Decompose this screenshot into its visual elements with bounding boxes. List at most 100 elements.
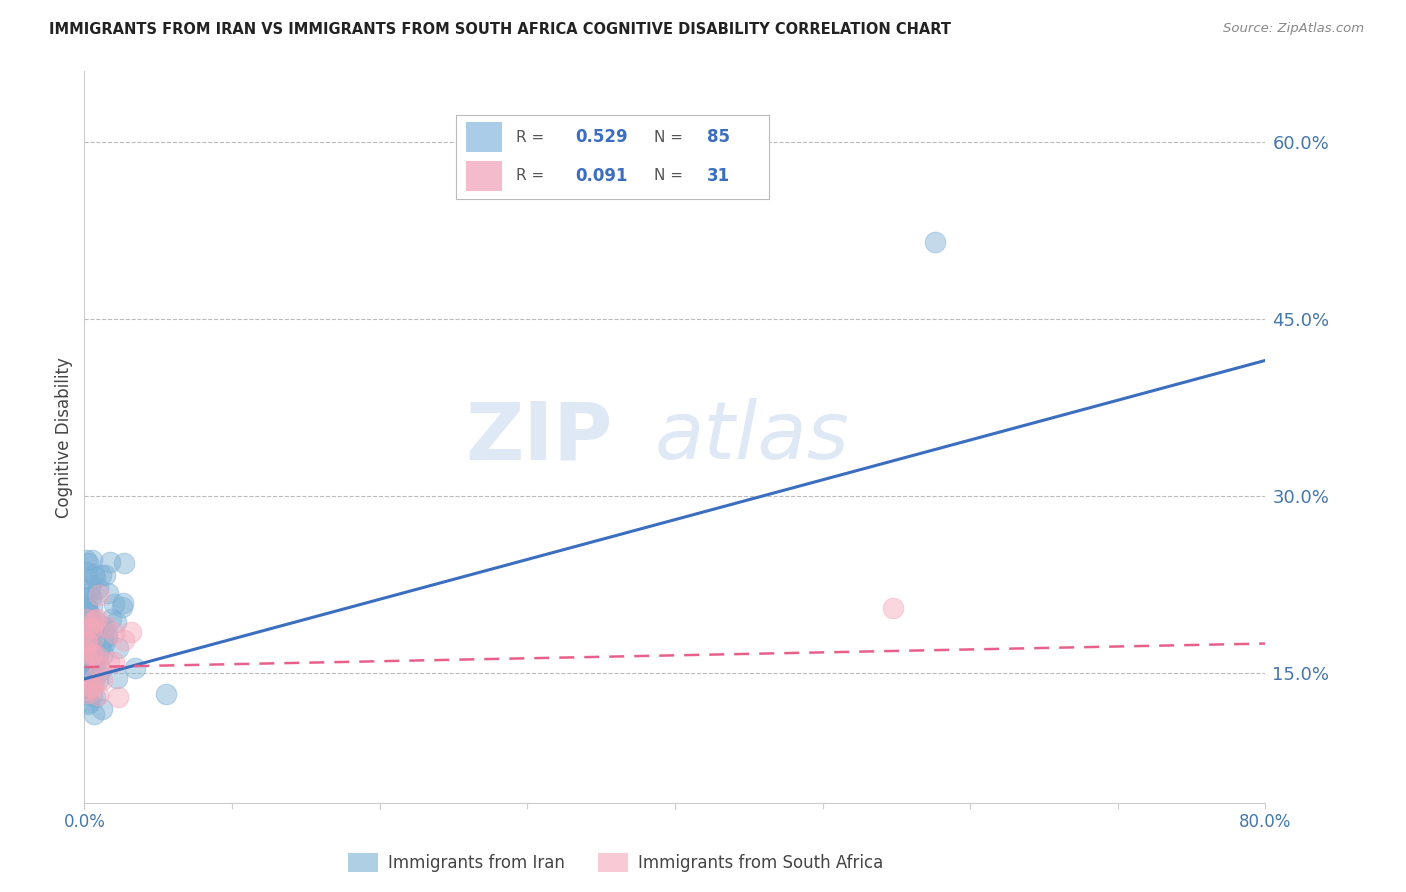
- Point: [75, 626, 97, 640]
- Point: [98, 656, 121, 670]
- Point: [83, 670, 105, 684]
- Point: [91, 673, 114, 687]
- Point: [82, 648, 104, 663]
- Point: [90, 567, 112, 582]
- Point: [82, 615, 104, 629]
- Point: [155, 687, 177, 701]
- Point: [89, 640, 111, 655]
- Point: [79, 621, 101, 635]
- Point: [83, 671, 105, 685]
- Point: [79, 628, 101, 642]
- Text: Source: ZipAtlas.com: Source: ZipAtlas.com: [1223, 22, 1364, 36]
- Point: [82, 647, 104, 661]
- Point: [77, 586, 100, 600]
- Legend: Immigrants from Iran, Immigrants from South Africa: Immigrants from Iran, Immigrants from So…: [342, 846, 890, 879]
- Point: [94, 634, 117, 648]
- Point: [93, 568, 115, 582]
- Point: [90, 663, 112, 677]
- Point: [76, 621, 98, 635]
- Point: [75, 660, 97, 674]
- Point: [82, 659, 104, 673]
- Point: [107, 640, 129, 655]
- Point: [94, 620, 117, 634]
- Point: [104, 615, 127, 630]
- Point: [75, 599, 97, 614]
- Point: [76, 634, 98, 648]
- Point: [124, 661, 146, 675]
- Point: [87, 648, 110, 662]
- Point: [107, 671, 129, 685]
- Text: IMMIGRANTS FROM IRAN VS IMMIGRANTS FROM SOUTH AFRICA COGNITIVE DISABILITY CORREL: IMMIGRANTS FROM IRAN VS IMMIGRANTS FROM …: [49, 22, 952, 37]
- Point: [86, 648, 108, 663]
- Point: [80, 578, 103, 592]
- Point: [89, 659, 111, 673]
- Point: [96, 630, 118, 644]
- Point: [77, 603, 100, 617]
- Point: [77, 608, 100, 623]
- Point: [96, 620, 118, 634]
- Point: [80, 590, 103, 604]
- Point: [75, 631, 97, 645]
- Point: [103, 598, 125, 612]
- Point: [77, 664, 100, 678]
- Point: [75, 633, 97, 648]
- Point: [98, 555, 121, 569]
- Point: [79, 648, 101, 662]
- Text: N =: N =: [654, 169, 682, 184]
- Point: [77, 628, 100, 642]
- Point: [83, 618, 105, 632]
- Point: [83, 613, 105, 627]
- Point: [75, 632, 97, 647]
- Point: [882, 601, 904, 615]
- Point: [76, 616, 98, 631]
- Point: [86, 612, 108, 626]
- Y-axis label: Cognitive Disability: Cognitive Disability: [55, 357, 73, 517]
- Point: [924, 235, 946, 250]
- Point: [75, 565, 97, 579]
- Point: [83, 570, 105, 584]
- Point: [79, 617, 101, 632]
- Point: [75, 639, 97, 653]
- Point: [87, 688, 110, 702]
- Point: [83, 566, 105, 581]
- Point: [111, 599, 134, 614]
- Point: [89, 588, 111, 602]
- Point: [87, 581, 110, 595]
- Point: [76, 603, 98, 617]
- Point: [91, 632, 114, 647]
- Text: atlas: atlas: [654, 398, 849, 476]
- Point: [87, 673, 110, 687]
- Point: [100, 612, 122, 626]
- Point: [112, 596, 135, 610]
- Point: [77, 621, 100, 635]
- Point: [80, 600, 103, 615]
- Point: [112, 632, 135, 647]
- Bar: [465, 122, 502, 153]
- Point: [80, 553, 103, 567]
- Point: [82, 675, 104, 690]
- Point: [83, 615, 105, 629]
- Point: [90, 621, 112, 635]
- Point: [75, 643, 97, 657]
- Point: [80, 635, 103, 649]
- Point: [82, 679, 104, 693]
- Point: [83, 662, 105, 676]
- Point: [103, 626, 125, 640]
- Point: [97, 586, 120, 600]
- Bar: [465, 161, 502, 191]
- Point: [75, 689, 97, 703]
- Point: [120, 625, 142, 640]
- Point: [79, 637, 101, 651]
- Text: 0.529: 0.529: [575, 128, 628, 146]
- Text: ZIP: ZIP: [465, 398, 613, 476]
- Point: [76, 605, 98, 619]
- Text: 85: 85: [707, 128, 730, 146]
- Point: [91, 648, 114, 662]
- Text: 31: 31: [707, 167, 730, 185]
- Point: [79, 654, 101, 668]
- Text: N =: N =: [654, 129, 682, 145]
- Point: [83, 707, 105, 722]
- Point: [112, 556, 135, 570]
- Point: [77, 697, 100, 711]
- Point: [83, 690, 105, 704]
